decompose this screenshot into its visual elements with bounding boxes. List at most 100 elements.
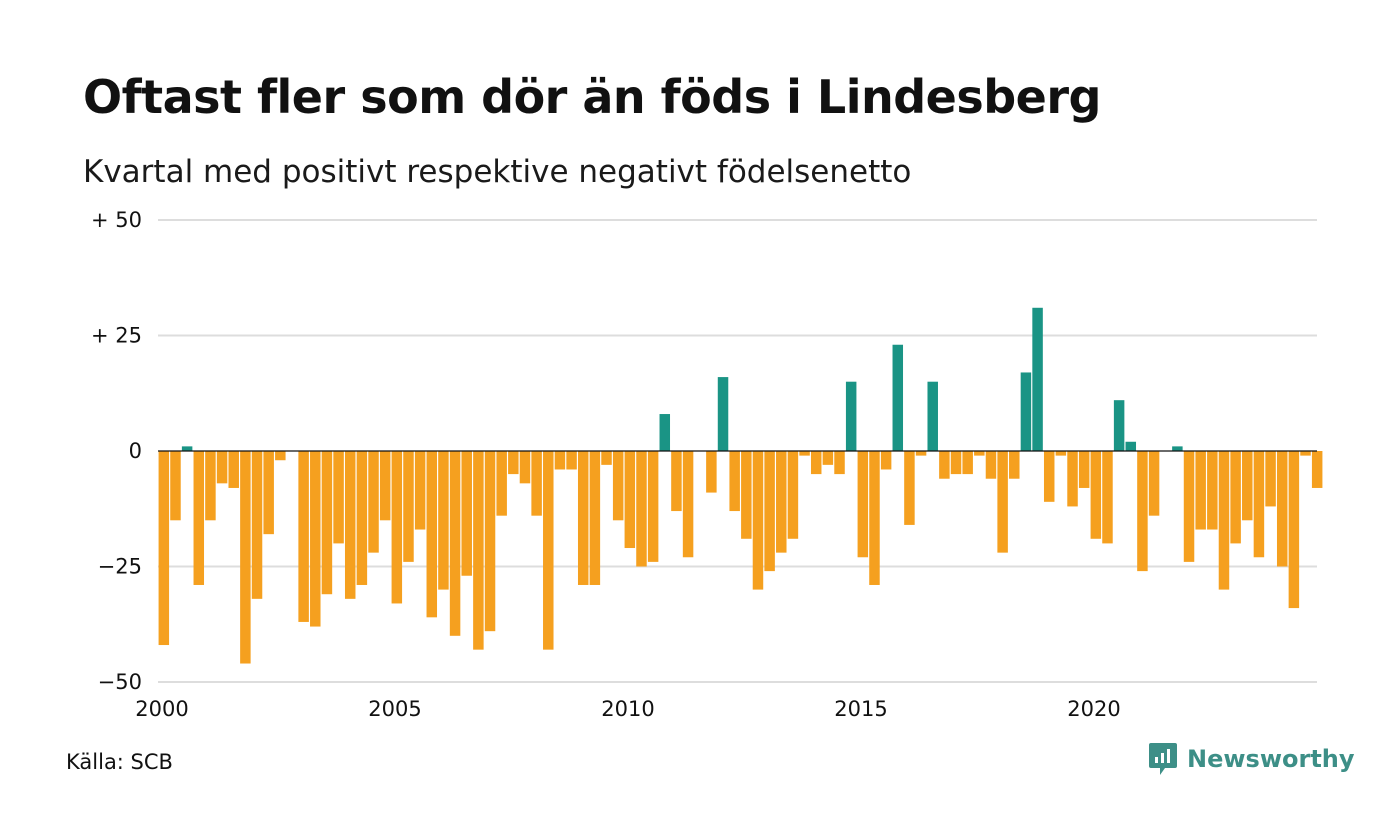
bar-2005K2 [403, 451, 414, 562]
bar-2007K2 [496, 451, 507, 516]
bar-2001K3 [228, 451, 239, 488]
bar-2016K1 [904, 451, 915, 525]
y-tick-label: + 50 [91, 208, 142, 232]
bar-2000K4 [193, 451, 205, 585]
brand-name: Newsworthy [1187, 745, 1355, 773]
chart-title: Oftast fler som dör än föds i Lindesberg [83, 70, 1101, 124]
bar-2011K1 [671, 451, 682, 512]
x-tick-label: 2005 [368, 697, 421, 721]
bar-2007K1 [484, 451, 496, 632]
bar-2022K3 [1207, 451, 1218, 530]
bar-2010K4 [659, 414, 671, 451]
bar-2014K4 [845, 381, 857, 451]
bar-2004K1 [344, 451, 356, 599]
bar-2023K3 [1253, 451, 1265, 558]
grid-lines [158, 219, 1317, 683]
bar-2003K3 [321, 451, 333, 595]
bar-2003K2 [310, 451, 321, 627]
bar-2013K2 [776, 451, 787, 553]
bar-2003K1 [298, 451, 309, 622]
bar-2001K2 [216, 451, 228, 484]
bar-2001K4 [240, 451, 251, 664]
bar-2023K2 [1242, 451, 1253, 521]
x-tick-label: 2000 [135, 697, 188, 721]
axes: + 50 + 25 0 −25 −50 2000 2005 2010 2015 2020 [91, 208, 1317, 721]
bar-2023K1 [1230, 451, 1241, 544]
bar-2008K1 [531, 451, 542, 516]
bar-2004K3 [368, 451, 379, 553]
bar-2019K3 [1067, 451, 1078, 507]
bar-2008K2 [543, 451, 554, 650]
bar-2010K3 [647, 451, 659, 562]
bar-2019K4 [1078, 451, 1090, 488]
bar-2004K4 [379, 451, 391, 521]
bar-2020K3 [1113, 400, 1125, 451]
newsworthy-logo: Newsworthy [1148, 742, 1355, 776]
bar-2016K2 [915, 451, 927, 456]
x-tick-label: 2015 [834, 697, 887, 721]
bar-2005K3 [414, 451, 426, 530]
bar-2006K3 [461, 451, 472, 576]
bar-2007K4 [519, 451, 531, 484]
y-tick-label: + 25 [91, 324, 142, 348]
bar-2012K1 [717, 377, 729, 451]
newsworthy-logo-icon [1149, 743, 1177, 775]
bar-2012K2 [729, 451, 740, 512]
bar-2023K4 [1265, 451, 1276, 507]
bar-2002K3 [275, 451, 286, 461]
bar-2014K2 [822, 451, 834, 465]
bar-2024K4 [1311, 451, 1323, 488]
bar-2017K4 [985, 451, 997, 479]
bar-2005K4 [426, 451, 438, 618]
bar-2011K2 [682, 451, 694, 558]
bar-2013K3 [787, 451, 799, 539]
bar-2022K2 [1195, 451, 1206, 530]
bar-2018K1 [997, 451, 1008, 553]
bar-2024K2 [1288, 451, 1300, 609]
bar-chart: + 50 + 25 0 −25 −50 2000 2005 2010 2015 2020 [91, 208, 1323, 721]
bar-2009K4 [612, 451, 624, 521]
x-tick-label: 2010 [601, 697, 654, 721]
bar-2020K1 [1090, 451, 1102, 539]
bar-2017K1 [950, 451, 962, 475]
bar-2006K1 [438, 451, 449, 590]
bar-2008K4 [566, 451, 577, 470]
bar-2022K1 [1183, 451, 1195, 562]
bar-2022K4 [1218, 451, 1230, 590]
bar-2014K1 [810, 451, 822, 475]
bar-2021K2 [1148, 451, 1160, 516]
bar-2002K2 [263, 451, 274, 535]
bar-2007K3 [508, 451, 519, 475]
bar-2005K1 [391, 451, 403, 604]
y-tick-label: 0 [129, 439, 142, 463]
bar-2009K2 [589, 451, 601, 585]
bar-2002K1 [251, 451, 263, 599]
bar-2017K3 [974, 451, 985, 456]
bar-2009K1 [577, 451, 589, 585]
bar-2012K3 [741, 451, 752, 539]
bar-2013K1 [764, 451, 775, 572]
bar-2024K3 [1300, 451, 1311, 456]
bar-2003K4 [333, 451, 344, 544]
chart-subtitle: Kvartal med positivt respektive negativt… [83, 154, 912, 190]
bar-2004K2 [356, 451, 368, 585]
bar-2015K3 [880, 451, 892, 470]
bar-2015K2 [869, 451, 880, 585]
bar-2000K2 [170, 451, 181, 521]
bar-2000K1 [158, 451, 170, 646]
bar-2016K4 [939, 451, 950, 479]
bar-2021K4 [1172, 446, 1183, 451]
bar-2001K1 [205, 451, 216, 521]
bar-2019K1 [1043, 451, 1055, 502]
bar-2019K2 [1055, 451, 1067, 456]
bar-2016K3 [927, 381, 938, 451]
bar-2017K2 [962, 451, 973, 475]
bar-2006K2 [449, 451, 461, 636]
bar-2014K3 [834, 451, 845, 475]
bar-2015K1 [857, 451, 869, 558]
bar-2018K2 [1009, 451, 1020, 479]
bar-2010K1 [624, 451, 636, 549]
bar-2018K3 [1020, 372, 1032, 451]
bar-2013K4 [799, 451, 810, 456]
bar-2008K3 [554, 451, 566, 470]
